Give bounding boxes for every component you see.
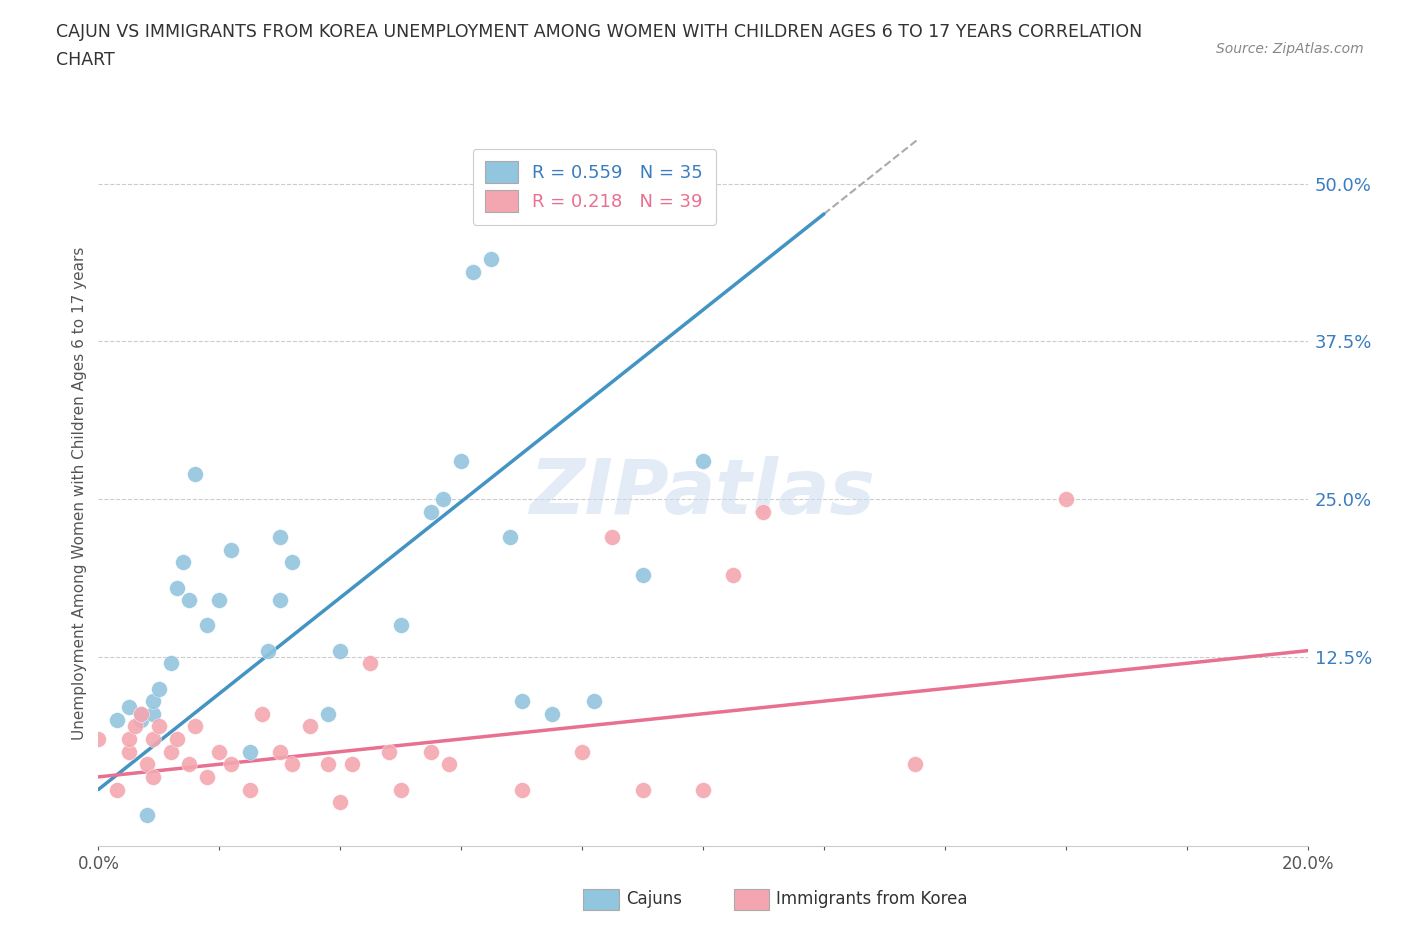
Point: [250, 707, 273, 722]
Point: [142, 707, 165, 722]
Point: [105, 782, 128, 797]
Point: [208, 744, 231, 759]
Point: [195, 769, 218, 784]
Point: [239, 744, 262, 759]
Point: [1054, 492, 1077, 507]
Point: [172, 555, 194, 570]
Point: [498, 530, 520, 545]
Point: [389, 782, 412, 797]
Point: [571, 744, 593, 759]
Y-axis label: Unemployment Among Women with Children Ages 6 to 17 years: Unemployment Among Women with Children A…: [72, 246, 87, 739]
Point: [256, 644, 278, 658]
Point: [160, 744, 183, 759]
Point: [142, 694, 165, 709]
Point: [124, 719, 146, 734]
Point: [166, 580, 188, 595]
Point: [281, 555, 304, 570]
Point: [208, 592, 231, 607]
Point: [437, 757, 460, 772]
Point: [129, 707, 152, 722]
Point: [105, 712, 128, 727]
Text: Cajuns: Cajuns: [626, 890, 682, 909]
Point: [118, 700, 141, 715]
Point: [160, 656, 183, 671]
Point: [221, 542, 243, 557]
Point: [583, 694, 606, 709]
Point: [129, 712, 152, 727]
Point: [281, 757, 304, 772]
Legend: R = 0.559   N = 35, R = 0.218   N = 39: R = 0.559 N = 35, R = 0.218 N = 39: [472, 149, 716, 225]
Text: CHART: CHART: [56, 51, 115, 69]
Point: [377, 744, 399, 759]
Point: [329, 794, 352, 809]
Point: [463, 265, 485, 280]
Point: [419, 504, 441, 519]
Point: [269, 530, 291, 545]
Point: [148, 681, 170, 696]
Point: [752, 504, 775, 519]
Point: [510, 782, 533, 797]
Point: [602, 530, 624, 545]
Point: [450, 454, 472, 469]
Point: [269, 592, 291, 607]
Point: [432, 492, 454, 507]
Point: [692, 782, 714, 797]
Point: [184, 719, 207, 734]
Point: [195, 618, 218, 633]
Point: [135, 807, 157, 822]
Point: [342, 757, 364, 772]
Point: [118, 744, 141, 759]
Text: CAJUN VS IMMIGRANTS FROM KOREA UNEMPLOYMENT AMONG WOMEN WITH CHILDREN AGES 6 TO : CAJUN VS IMMIGRANTS FROM KOREA UNEMPLOYM…: [56, 23, 1143, 41]
Point: [239, 782, 262, 797]
Point: [166, 732, 188, 747]
Point: [177, 757, 201, 772]
Point: [904, 757, 927, 772]
Text: ZIPatlas: ZIPatlas: [530, 456, 876, 530]
Point: [631, 782, 654, 797]
Point: [118, 732, 141, 747]
Point: [184, 467, 207, 482]
Point: [389, 618, 412, 633]
Point: [129, 707, 152, 722]
Point: [177, 592, 201, 607]
Point: [142, 732, 165, 747]
Point: [316, 757, 339, 772]
Point: [87, 732, 110, 747]
Point: [510, 694, 533, 709]
Text: Immigrants from Korea: Immigrants from Korea: [776, 890, 967, 909]
Point: [135, 757, 157, 772]
Point: [721, 567, 744, 582]
Point: [360, 656, 382, 671]
Point: [692, 454, 714, 469]
Point: [269, 744, 291, 759]
Point: [631, 567, 654, 582]
Text: Source: ZipAtlas.com: Source: ZipAtlas.com: [1216, 42, 1364, 56]
Point: [148, 719, 170, 734]
Point: [221, 757, 243, 772]
Point: [299, 719, 322, 734]
Point: [540, 707, 562, 722]
Point: [329, 644, 352, 658]
Point: [481, 252, 503, 267]
Point: [316, 707, 339, 722]
Point: [142, 769, 165, 784]
Point: [419, 744, 441, 759]
